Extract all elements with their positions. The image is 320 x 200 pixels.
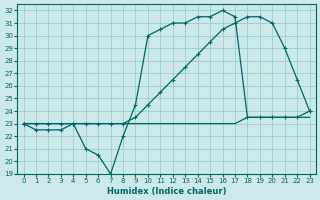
X-axis label: Humidex (Indice chaleur): Humidex (Indice chaleur)	[107, 187, 226, 196]
